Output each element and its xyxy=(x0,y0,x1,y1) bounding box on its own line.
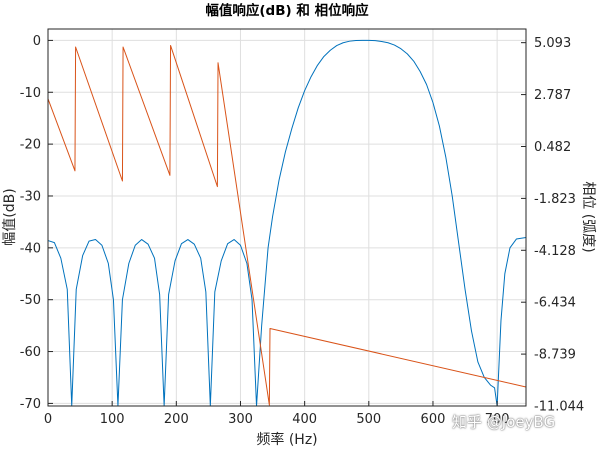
plot-area-frame xyxy=(47,28,527,407)
magnitude-response-line xyxy=(47,39,527,407)
x-tick-label: 300 xyxy=(228,412,253,427)
y-left-tick-label: -30 xyxy=(20,189,41,204)
y-left-tick-label: -70 xyxy=(20,397,41,412)
phase-response-line xyxy=(47,44,527,406)
y-right-tick-label: -8.739 xyxy=(534,348,576,363)
x-tick-label: 0 xyxy=(44,412,52,427)
watermark-text: 知乎 @JoeyBG xyxy=(452,413,556,431)
y-left-tick-label: -10 xyxy=(20,86,41,101)
x-ticks: 0 100 200 300 400 500 600 700 xyxy=(44,401,510,427)
y-right-tick-label: -11.044 xyxy=(534,400,584,415)
y-right-tick-label: -4.128 xyxy=(534,244,576,259)
x-tick-label: 200 xyxy=(164,412,189,427)
y-right-tick-label: 0.482 xyxy=(534,140,571,155)
y-right-ticks: 5.093 2.787 0.482 -1.823 -4.128 -6.434 -8.739 -… xyxy=(521,36,584,415)
y-left-tick-label: -60 xyxy=(20,345,41,360)
y-right-tick-label: 5.093 xyxy=(534,36,571,51)
x-tick-label: 600 xyxy=(421,412,446,427)
grid-lines xyxy=(47,29,526,406)
chart-title: 幅值响应(dB) 和 相位响应 xyxy=(205,2,369,19)
y-right-tick-label: -1.823 xyxy=(534,192,576,207)
x-tick-label: 400 xyxy=(292,412,317,427)
y-left-tick-label: -40 xyxy=(20,241,41,256)
y-right-tick-label: -6.434 xyxy=(534,296,576,311)
y-left-tick-label: 0 xyxy=(33,34,41,49)
x-axis-label: 频率 (Hz) xyxy=(256,431,317,448)
y-left-axis-label: 幅值(dB) xyxy=(2,188,18,245)
y-right-tick-label: 2.787 xyxy=(534,88,571,103)
x-tick-label: 100 xyxy=(100,412,125,427)
y-left-ticks: 0 -10 -20 -30 -40 -50 -60 -70 xyxy=(20,34,53,412)
x-tick-label: 500 xyxy=(356,412,381,427)
y-left-tick-label: -20 xyxy=(20,138,41,153)
x-tick-label: 700 xyxy=(485,412,510,427)
y-right-axis-label: 相位 (弧度) xyxy=(580,181,596,252)
y-left-tick-label: -50 xyxy=(20,293,41,308)
series-layer xyxy=(47,39,527,407)
